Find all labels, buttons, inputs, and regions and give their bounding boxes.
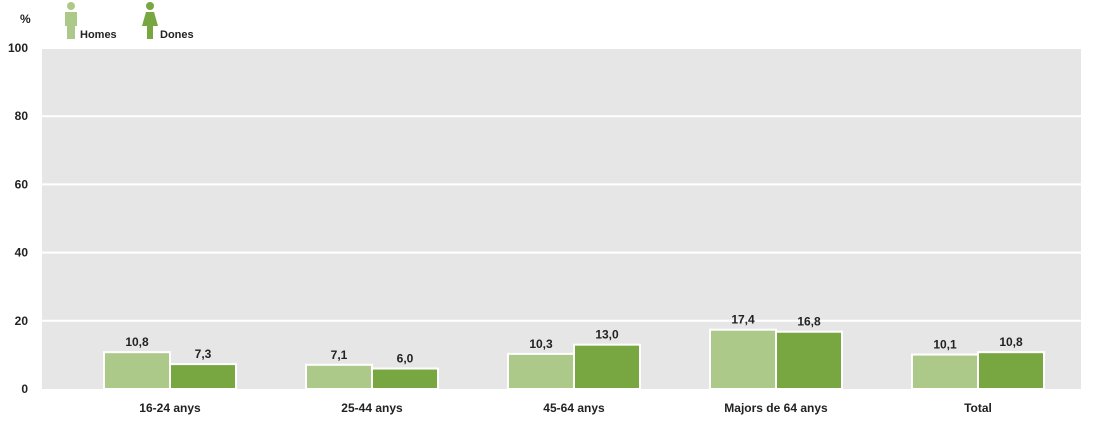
category-label: 25-44 anys — [341, 401, 403, 415]
data-label: 10,8 — [999, 335, 1023, 349]
data-label: 6,0 — [397, 352, 414, 366]
y-tick-label: 100 — [8, 41, 28, 55]
bar-homes — [912, 355, 978, 389]
x-axis: 16-24 anys 25-44 anys 45-64 anys Majors de … — [139, 401, 992, 415]
legend: Homes Dones — [65, 2, 194, 41]
y-tick-label: 40 — [15, 246, 29, 260]
category-label: 45-64 anys — [543, 401, 605, 415]
y-unit-label: % — [20, 12, 31, 26]
data-label: 17,4 — [731, 313, 755, 327]
y-axis: 0 20 40 60 80 100 — [8, 41, 28, 396]
bar-dones — [372, 369, 438, 389]
bar-homes — [306, 365, 372, 389]
person-icon-head — [67, 2, 75, 10]
category-label: Majors de 64 anys — [724, 401, 828, 415]
data-label: 10,8 — [125, 335, 149, 349]
bar-dones — [776, 332, 842, 389]
legend-label-dones: Dones — [160, 29, 194, 41]
y-tick-label: 0 — [21, 382, 28, 396]
bar-homes — [104, 352, 170, 389]
data-label: 10,1 — [933, 338, 957, 352]
legend-item-dones: Dones — [142, 2, 194, 41]
data-label: 13,0 — [595, 328, 619, 342]
legend-label-homes: Homes — [80, 29, 117, 41]
bar-dones — [978, 352, 1044, 389]
legend-item-homes: Homes — [65, 2, 117, 41]
data-label: 16,8 — [797, 315, 821, 329]
y-tick-label: 60 — [15, 177, 29, 191]
plot-background — [42, 48, 1081, 389]
category-label: Total — [964, 401, 992, 415]
person-icon-body — [142, 12, 158, 39]
person-icon-body — [65, 12, 77, 39]
bar-dones — [574, 345, 640, 389]
y-tick-label: 80 — [15, 109, 29, 123]
bar-homes — [508, 354, 574, 389]
person-icon — [65, 2, 77, 39]
bar-dones — [170, 364, 236, 389]
person-icon — [142, 2, 158, 39]
y-tick-label: 20 — [15, 314, 29, 328]
data-label: 7,3 — [195, 347, 212, 361]
data-label: 10,3 — [529, 337, 553, 351]
bar-homes — [710, 330, 776, 389]
data-label: 7,1 — [331, 348, 348, 362]
category-label: 16-24 anys — [139, 401, 201, 415]
person-icon-head — [146, 2, 154, 10]
